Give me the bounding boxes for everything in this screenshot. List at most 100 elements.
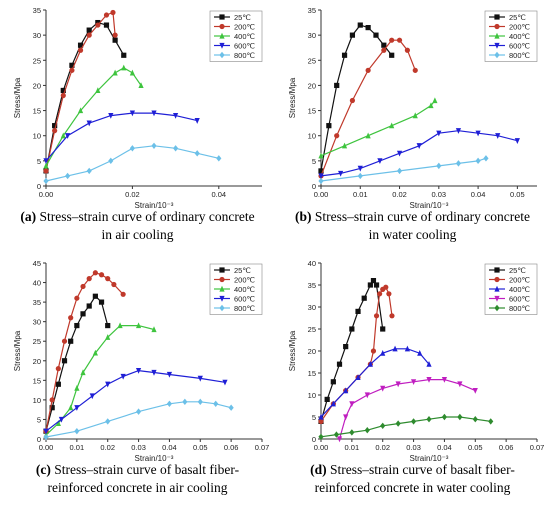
data-point bbox=[68, 338, 74, 344]
series-line bbox=[320, 100, 436, 157]
y-tick-label: 20 bbox=[33, 357, 41, 366]
legend-label: 200℃ bbox=[234, 276, 256, 285]
x-tick-label: 0.07 bbox=[530, 443, 545, 452]
data-point bbox=[334, 133, 340, 139]
legend-marker bbox=[219, 32, 225, 39]
data-point bbox=[95, 87, 101, 94]
legend-marker bbox=[219, 285, 225, 292]
legend-label: 200℃ bbox=[509, 23, 531, 32]
y-tick-label: 20 bbox=[308, 347, 316, 356]
data-point bbox=[105, 418, 111, 425]
caption-b: (b) Stress–strain curve of ordinary conc… bbox=[275, 208, 550, 244]
chart-b: 0 5 10 15 20 25 30 35 0.00 0.01 0.02 0.03 0.04 0.05 St… bbox=[288, 6, 538, 210]
data-point bbox=[86, 303, 92, 309]
data-point bbox=[475, 157, 481, 165]
data-point bbox=[488, 418, 494, 425]
data-point bbox=[370, 348, 377, 354]
legend-label: 400℃ bbox=[234, 285, 256, 294]
data-point bbox=[55, 366, 61, 372]
x-tick-label: 0.02 bbox=[100, 443, 115, 452]
series-line bbox=[45, 67, 142, 167]
legend-marker bbox=[494, 285, 500, 292]
data-point bbox=[441, 377, 448, 383]
data-point bbox=[343, 344, 349, 350]
data-point bbox=[197, 398, 203, 406]
data-point bbox=[60, 87, 66, 94]
series-line bbox=[45, 112, 198, 162]
legend-label: 600℃ bbox=[234, 42, 256, 51]
x-tick-label: 0.02 bbox=[392, 190, 407, 199]
data-point bbox=[365, 25, 371, 31]
series-0 bbox=[318, 22, 395, 174]
data-point bbox=[43, 162, 49, 169]
data-point bbox=[108, 157, 114, 165]
legend-marker bbox=[219, 51, 225, 59]
data-point bbox=[426, 361, 432, 367]
data-point bbox=[120, 373, 126, 380]
legend-marker bbox=[494, 51, 500, 59]
data-point bbox=[349, 401, 355, 407]
series-line bbox=[320, 130, 518, 177]
data-point bbox=[80, 311, 86, 317]
data-point bbox=[228, 404, 234, 411]
data-point bbox=[457, 381, 463, 388]
legend-marker bbox=[494, 304, 500, 312]
data-point bbox=[426, 416, 432, 423]
y-tick-label: 30 bbox=[33, 31, 41, 40]
legend-label: 600℃ bbox=[509, 42, 531, 51]
series-line bbox=[320, 157, 487, 182]
series-3 bbox=[336, 377, 478, 443]
x-tick-label: 0.04 bbox=[162, 443, 177, 452]
data-point bbox=[105, 276, 111, 282]
series-line bbox=[338, 378, 476, 440]
data-point bbox=[222, 379, 228, 386]
data-point bbox=[357, 22, 363, 28]
series-3 bbox=[43, 367, 228, 435]
data-point bbox=[74, 384, 80, 391]
x-axis-label: Strain/10⁻³ bbox=[135, 201, 174, 210]
y-tick-label: 15 bbox=[33, 107, 41, 116]
data-point bbox=[105, 322, 111, 329]
y-tick-label: 0 bbox=[37, 435, 41, 444]
x-tick-label: 0.03 bbox=[432, 190, 447, 199]
data-point bbox=[343, 387, 349, 394]
data-point bbox=[341, 52, 348, 58]
data-point bbox=[455, 128, 462, 134]
data-point bbox=[318, 152, 324, 159]
data-point bbox=[432, 97, 438, 104]
legend-label: 600℃ bbox=[234, 295, 256, 304]
data-point bbox=[86, 120, 92, 127]
series-line bbox=[45, 324, 155, 436]
data-point bbox=[80, 369, 86, 376]
data-point bbox=[182, 398, 188, 406]
y-tick-label: 25 bbox=[33, 56, 41, 65]
x-tick-label: 0.07 bbox=[255, 443, 270, 452]
data-point bbox=[377, 291, 383, 297]
data-point bbox=[77, 107, 84, 114]
data-point bbox=[404, 345, 410, 352]
legend-marker bbox=[494, 276, 500, 283]
legend-label: 800℃ bbox=[509, 51, 531, 60]
y-tick-label: 5 bbox=[312, 157, 316, 166]
legend-label: 25℃ bbox=[234, 266, 251, 275]
caption-c-letter: (c) bbox=[35, 462, 51, 477]
data-point bbox=[436, 162, 442, 170]
data-point bbox=[324, 396, 330, 402]
data-point bbox=[151, 369, 157, 376]
data-point bbox=[52, 128, 58, 134]
y-tick-label: 45 bbox=[33, 259, 41, 268]
x-tick-label: 0.02 bbox=[125, 190, 140, 199]
data-point bbox=[111, 281, 117, 288]
y-tick-label: 30 bbox=[308, 31, 316, 40]
y-tick-label: 10 bbox=[308, 132, 316, 141]
series-1 bbox=[43, 9, 118, 174]
data-point bbox=[412, 67, 418, 73]
data-point bbox=[166, 400, 173, 407]
series-4 bbox=[318, 155, 489, 185]
data-point bbox=[396, 167, 403, 175]
data-point bbox=[395, 420, 401, 427]
data-point bbox=[61, 338, 68, 344]
series-line bbox=[45, 21, 125, 172]
data-point bbox=[129, 69, 135, 76]
